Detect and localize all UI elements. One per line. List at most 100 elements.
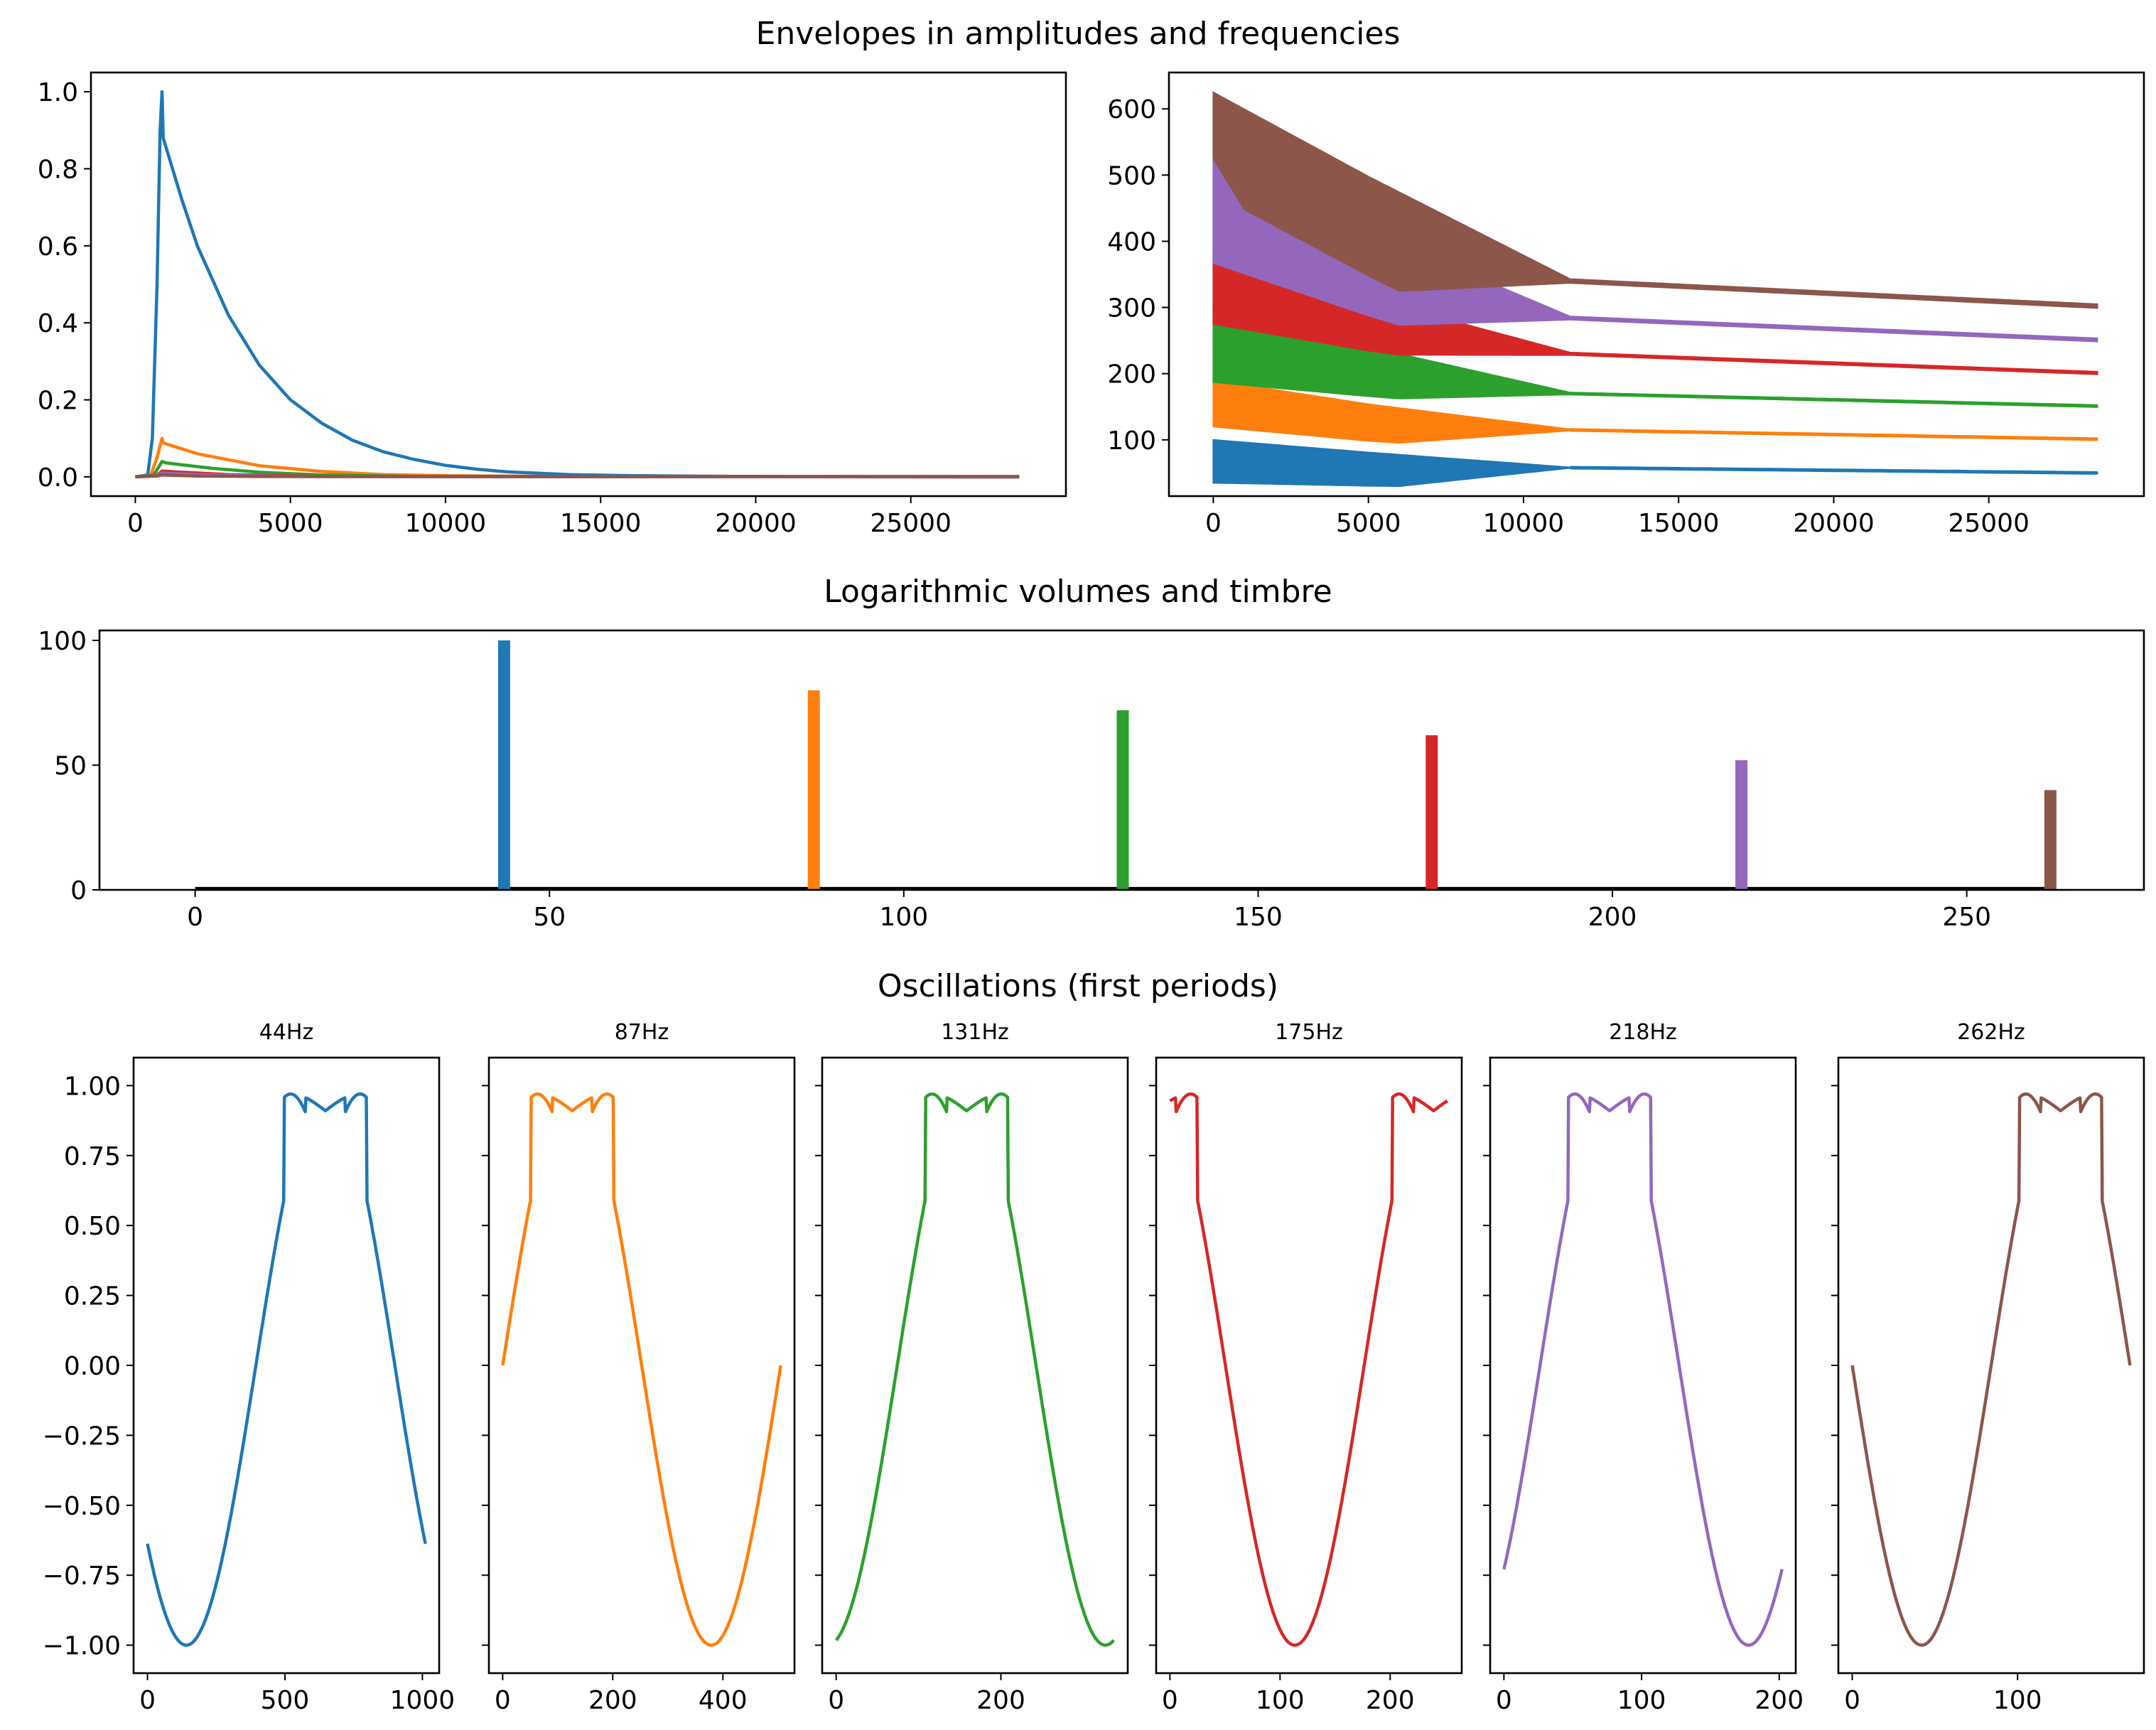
oscillation-line bbox=[146, 1092, 427, 1647]
oscillation-axes-131Hz-plot bbox=[834, 1092, 1115, 1647]
envelope-line bbox=[135, 90, 1020, 479]
y-tick-label: −0.75 bbox=[43, 1562, 121, 1591]
oscillation-axes-218Hz: 0 100 200 218Hz bbox=[1483, 1020, 1804, 1715]
frequency-band bbox=[1212, 250, 2098, 375]
x-tick-label: 10000 bbox=[405, 509, 487, 538]
frequency-line bbox=[1570, 466, 2098, 475]
x-tick-label: 100 bbox=[1256, 1686, 1305, 1715]
y-tick-label: 0.0 bbox=[38, 463, 78, 493]
x-tick-label: 100 bbox=[1993, 1686, 2042, 1715]
oscillation-line bbox=[1169, 1092, 1449, 1647]
x-tick-label: 10000 bbox=[1483, 509, 1565, 538]
x-tick-label: 15000 bbox=[1638, 509, 1720, 538]
y-tick-label: 400 bbox=[1107, 227, 1156, 257]
oscillation-axes-218Hz-plot bbox=[1502, 1092, 1784, 1647]
amplitude-envelopes-axes-plot bbox=[135, 90, 1020, 479]
y-tick-label: 0.2 bbox=[38, 387, 78, 416]
x-tick-label: 250 bbox=[1942, 903, 1991, 932]
x-tick-label: 200 bbox=[976, 1686, 1025, 1715]
volume-bar bbox=[2044, 790, 2057, 890]
oscillation-axes-262Hz-frame bbox=[1837, 1056, 2145, 1675]
y-tick-label: 0.25 bbox=[64, 1282, 121, 1311]
frequency-line bbox=[1570, 392, 2098, 408]
y-tick-label: 1.00 bbox=[64, 1072, 121, 1101]
x-tick-label: 100 bbox=[879, 903, 928, 932]
x-tick-label: 200 bbox=[1366, 1686, 1415, 1715]
y-tick-label: 200 bbox=[1107, 360, 1156, 389]
y-tick-label: 100 bbox=[38, 627, 87, 656]
oscillation-axes-131Hz: 0 200 131Hz bbox=[815, 1020, 1129, 1715]
frequency-band bbox=[1212, 159, 2098, 343]
volumes-axes-frame bbox=[98, 629, 2145, 891]
y-tick-label: 0.75 bbox=[64, 1142, 121, 1171]
frequency-envelopes-axes-plot bbox=[1212, 91, 2098, 488]
x-tick-label: 200 bbox=[1755, 1686, 1804, 1715]
x-tick-label: 25000 bbox=[870, 509, 952, 538]
x-tick-label: 0 bbox=[495, 1686, 511, 1715]
frequency-line bbox=[1570, 352, 2098, 375]
y-tick-label: 500 bbox=[1107, 161, 1156, 190]
oscillation-line bbox=[1502, 1092, 1784, 1647]
volume-bar bbox=[497, 640, 510, 890]
volume-bar bbox=[1735, 760, 1748, 890]
y-tick-label: 0.50 bbox=[64, 1212, 121, 1241]
oscillation-axes-131Hz-frame bbox=[821, 1056, 1129, 1675]
frequency-band bbox=[1212, 91, 2098, 309]
x-tick-label: 0 bbox=[1496, 1686, 1512, 1715]
volumes-axes-plot bbox=[195, 640, 2057, 890]
x-tick-label: 0 bbox=[187, 903, 203, 932]
oscillation-line bbox=[501, 1092, 782, 1647]
volumes-title: Logarithmic volumes and timbre bbox=[824, 574, 1332, 610]
oscillation-axes-218Hz-frame bbox=[1489, 1056, 1797, 1675]
oscillation-axes-87Hz: 0 200 400 87Hz bbox=[482, 1020, 796, 1715]
y-tick-label: 300 bbox=[1107, 294, 1156, 323]
frequency-envelopes-axes-frame bbox=[1168, 71, 2145, 498]
x-tick-label: 20000 bbox=[715, 509, 797, 538]
frequency-envelopes-axes: 0 5000 10000 15000 20000 25000 100 200 300 400 500… bbox=[1107, 71, 2145, 538]
oscillation-subtitle: 44Hz bbox=[259, 1020, 313, 1045]
x-tick-label: 15000 bbox=[560, 509, 642, 538]
y-tick-label: −0.25 bbox=[43, 1422, 121, 1451]
y-tick-label: 0 bbox=[70, 876, 87, 906]
y-tick-label: 50 bbox=[54, 752, 87, 781]
oscillation-axes-262Hz-plot bbox=[1850, 1092, 2132, 1647]
volume-bar bbox=[807, 690, 820, 890]
oscillation-axes-175Hz-frame bbox=[1155, 1056, 1463, 1675]
x-tick-label: 500 bbox=[261, 1686, 310, 1715]
volumes-axes: 0 50 100 150 200 250 0 50 100 bbox=[38, 627, 2145, 932]
y-tick-label: 600 bbox=[1107, 95, 1156, 124]
x-tick-label: 100 bbox=[1617, 1686, 1666, 1715]
oscillation-subtitle: 87Hz bbox=[615, 1020, 669, 1045]
oscillation-axes-44Hz-plot bbox=[146, 1092, 427, 1647]
frequency-line bbox=[1570, 428, 2098, 441]
x-tick-label: 0 bbox=[139, 1686, 156, 1715]
frequency-band bbox=[1212, 439, 2098, 488]
envelope-line bbox=[135, 473, 1020, 479]
frequency-band bbox=[1212, 308, 2098, 408]
frequency-band bbox=[1212, 379, 2098, 444]
frequency-line bbox=[1570, 316, 2098, 342]
x-tick-label: 200 bbox=[1588, 903, 1637, 932]
volume-bar bbox=[1425, 735, 1438, 890]
x-tick-label: 5000 bbox=[1336, 509, 1401, 538]
oscillation-axes-87Hz-frame bbox=[487, 1056, 796, 1675]
x-tick-label: 400 bbox=[699, 1686, 748, 1715]
frequency-line bbox=[1570, 279, 2098, 308]
x-tick-label: 1000 bbox=[390, 1686, 456, 1715]
x-tick-label: 0 bbox=[828, 1686, 844, 1715]
oscillations-title: Oscillations (first periods) bbox=[878, 968, 1278, 1004]
amplitude-envelopes-axes: 0 5000 10000 15000 20000 25000 0.0 0.2 0.4 0.6 0.8… bbox=[38, 71, 1067, 538]
y-tick-label: −0.50 bbox=[43, 1492, 121, 1521]
oscillation-axes-175Hz-plot bbox=[1169, 1092, 1449, 1647]
oscillation-subtitle: 262Hz bbox=[1957, 1020, 2025, 1045]
y-tick-label: 0.8 bbox=[38, 155, 78, 184]
oscillation-line bbox=[834, 1092, 1115, 1647]
x-tick-label: 0 bbox=[1162, 1686, 1178, 1715]
oscillation-subtitle: 131Hz bbox=[941, 1020, 1009, 1045]
x-tick-label: 25000 bbox=[1948, 509, 2030, 538]
y-tick-label: 0.00 bbox=[64, 1352, 121, 1381]
oscillation-line bbox=[1850, 1092, 2132, 1647]
x-tick-label: 0 bbox=[127, 509, 144, 538]
y-tick-label: 0.6 bbox=[38, 232, 78, 262]
